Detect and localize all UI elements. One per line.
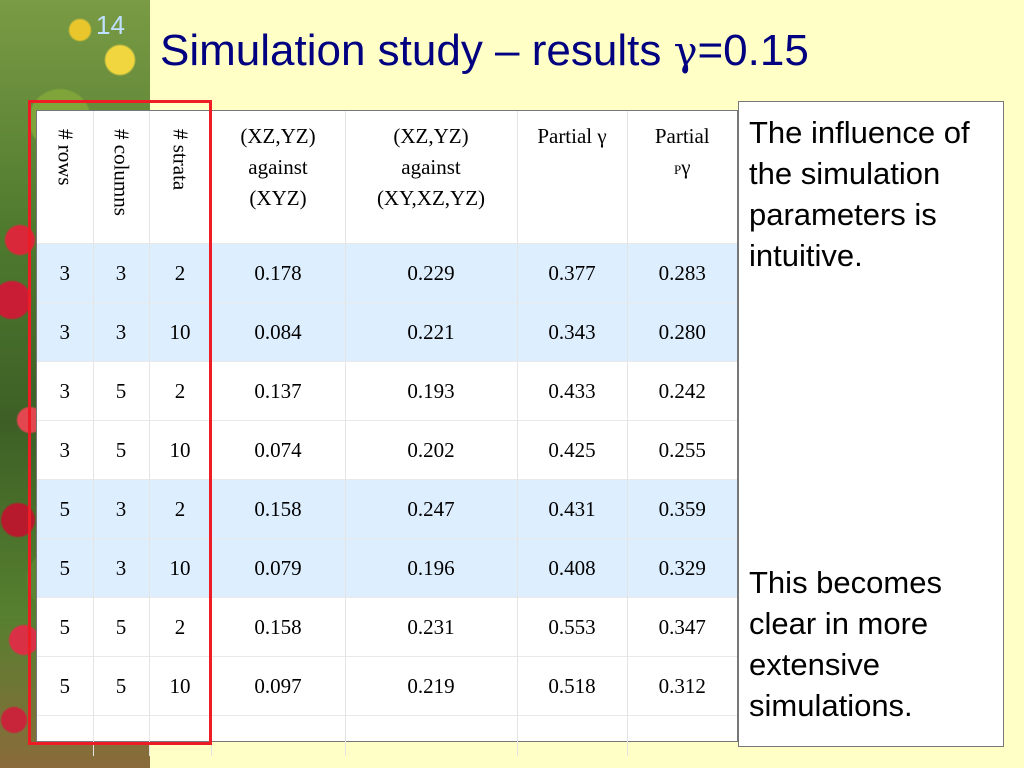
results-table: # rows # columns # strata (XZ,YZ) against… <box>37 111 737 756</box>
table-padding-row <box>37 715 737 756</box>
table-cell: 3 <box>37 420 94 480</box>
table-cell: 0.312 <box>627 656 737 716</box>
table-cell: 0.343 <box>517 302 628 362</box>
table-cell: 3 <box>37 361 94 421</box>
table-cell: 0.178 <box>211 243 346 303</box>
note-first: The influence of the simulation paramete… <box>749 115 970 273</box>
table-cell-empty <box>149 715 212 756</box>
table-cell: 3 <box>93 479 150 539</box>
table-cell: 5 <box>37 479 94 539</box>
table-row: 3 3 2 0.178 0.229 0.377 0.283 <box>37 243 737 303</box>
table-cell: 2 <box>149 597 212 657</box>
table-cell: 0.329 <box>627 538 737 598</box>
table-cell: 0.283 <box>627 243 737 303</box>
slide-title: Simulation study – results γ=0.15 <box>160 26 809 76</box>
table-cell: 10 <box>149 538 212 598</box>
table-cell: 0.359 <box>627 479 737 539</box>
table-cell: 3 <box>37 302 94 362</box>
table-cell: 0.425 <box>517 420 628 480</box>
table-row: 5 3 2 0.158 0.247 0.431 0.359 <box>37 479 737 539</box>
table-cell-empty <box>345 715 518 756</box>
table-cell: 5 <box>37 656 94 716</box>
table-cell: 0.255 <box>627 420 737 480</box>
table-cell: 0.553 <box>517 597 628 657</box>
header-partial-gamma: Partial γ <box>517 111 628 244</box>
table-cell: 0.221 <box>345 302 518 362</box>
table-cell: 0.247 <box>345 479 518 539</box>
table-cell: 0.193 <box>345 361 518 421</box>
table-cell: 0.137 <box>211 361 346 421</box>
table-cell: 0.074 <box>211 420 346 480</box>
table-cell: 0.219 <box>345 656 518 716</box>
table-cell: 0.518 <box>517 656 628 716</box>
note-second: This becomes clear in more extensive sim… <box>749 565 942 723</box>
table-cell-empty <box>517 715 628 756</box>
title-text: Simulation study – results <box>160 26 674 75</box>
notes-box: The influence of the simulation paramete… <box>738 101 1004 747</box>
table-cell: 5 <box>37 538 94 598</box>
title-value: =0.15 <box>697 26 809 75</box>
table-cell: 0.084 <box>211 302 346 362</box>
table-cell: 0.377 <box>517 243 628 303</box>
table-cell: 0.347 <box>627 597 737 657</box>
table-row: 3 5 2 0.137 0.193 0.433 0.242 <box>37 361 737 421</box>
table-cell: 3 <box>37 243 94 303</box>
results-table-container: # rows # columns # strata (XZ,YZ) against… <box>36 110 738 756</box>
table-cell-empty <box>211 715 346 756</box>
table-cell: 5 <box>93 597 150 657</box>
table-cell: 0.158 <box>211 479 346 539</box>
table-cell: 0.079 <box>211 538 346 598</box>
table-cell: 0.408 <box>517 538 628 598</box>
table-cell: 0.097 <box>211 656 346 716</box>
table-cell: 10 <box>149 656 212 716</box>
table-cell: 0.242 <box>627 361 737 421</box>
table-cell: 0.431 <box>517 479 628 539</box>
table-cell: 0.196 <box>345 538 518 598</box>
header-partial-p-gamma: Partial Pγ <box>654 124 710 179</box>
table-cell: 3 <box>93 302 150 362</box>
header-strata: # strata <box>149 111 212 244</box>
title-gamma: γ <box>673 29 698 75</box>
table-cell: 10 <box>149 420 212 480</box>
table-header-row: # rows # columns # strata (XZ,YZ) against… <box>37 111 737 244</box>
table-cell: 0.433 <box>517 361 628 421</box>
table-cell: 0.158 <box>211 597 346 657</box>
table-cell: 0.231 <box>345 597 518 657</box>
table-row: 3 5 10 0.074 0.202 0.425 0.255 <box>37 420 737 480</box>
table-cell-empty <box>93 715 150 756</box>
header-columns: # columns <box>93 111 150 244</box>
table-cell: 5 <box>93 420 150 480</box>
header-xzyz-vs-xyxzyz: (XZ,YZ) against (XY,XZ,YZ) <box>345 111 518 244</box>
table-cell: 0.280 <box>627 302 737 362</box>
table-cell: 2 <box>149 243 212 303</box>
header-xzyz-vs-xyz: (XZ,YZ) against (XYZ) <box>211 111 346 244</box>
table-cell: 3 <box>93 538 150 598</box>
table-row: 5 5 10 0.097 0.219 0.518 0.312 <box>37 656 737 716</box>
table-cell-empty <box>627 715 737 756</box>
table-cell: 5 <box>37 597 94 657</box>
table-cell: 2 <box>149 361 212 421</box>
table-cell: 5 <box>93 361 150 421</box>
table-row: 5 3 10 0.079 0.196 0.408 0.329 <box>37 538 737 598</box>
table-cell-empty <box>37 715 94 756</box>
header-rows: # rows <box>37 111 94 244</box>
table-cell: 0.202 <box>345 420 518 480</box>
table-row: 3 3 10 0.084 0.221 0.343 0.280 <box>37 302 737 362</box>
table-row: 5 5 2 0.158 0.231 0.553 0.347 <box>37 597 737 657</box>
table-cell: 10 <box>149 302 212 362</box>
table-cell: 5 <box>93 656 150 716</box>
table-cell: 3 <box>93 243 150 303</box>
table-cell: 0.229 <box>345 243 518 303</box>
table-cell: 2 <box>149 479 212 539</box>
slide-number: 14 <box>96 10 125 40</box>
